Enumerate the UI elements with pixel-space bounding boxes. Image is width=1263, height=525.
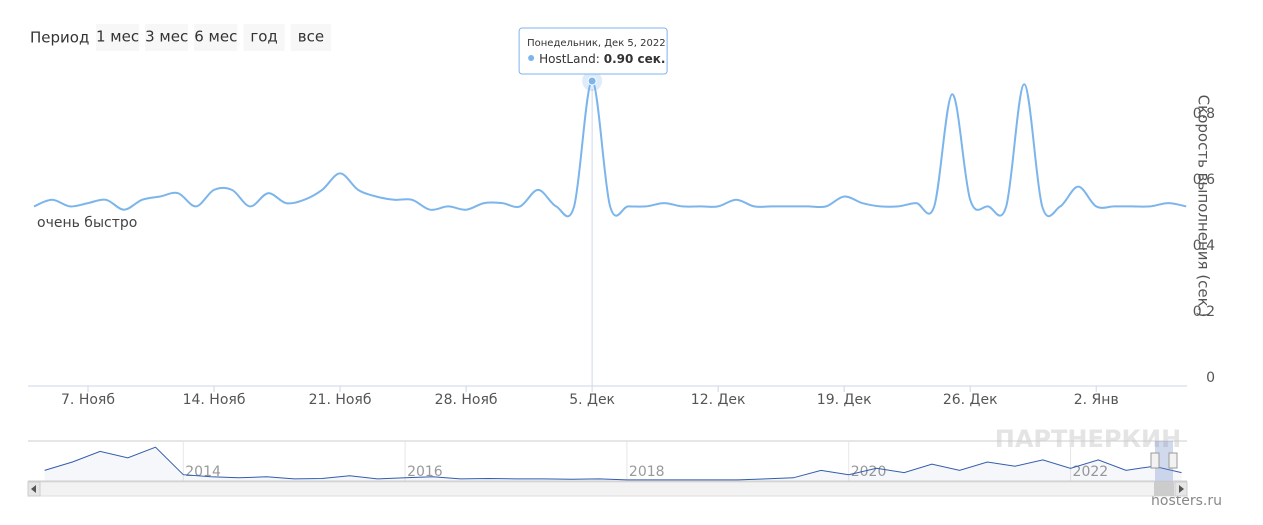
range-button-label: 3 мес — [145, 28, 188, 46]
range-button-bg — [194, 24, 238, 51]
watermark: ПАРТНЕРКИН — [995, 425, 1181, 453]
range-button-label: 1 мес — [96, 28, 139, 46]
y-tick-label: 0.2 — [1193, 304, 1215, 320]
range-button[interactable]: 1 мес — [96, 24, 140, 51]
range-button-label: год — [250, 28, 277, 46]
y-tick-label: 0.4 — [1193, 238, 1215, 254]
plot-band-label: очень быстро — [37, 215, 137, 231]
navigator-tick-label: 2022 — [1073, 464, 1109, 480]
range-button[interactable]: 6 мес — [194, 24, 238, 51]
range-button-bg — [145, 24, 189, 51]
arrow-left — [31, 485, 36, 493]
y-tick-label: 0.6 — [1193, 172, 1215, 188]
series-line — [33, 79, 1187, 218]
range-label: Период — [30, 29, 89, 47]
y-axis-title: Скорость выполнения (сек.) — [1195, 95, 1213, 318]
range-button-label: 6 мес — [194, 28, 237, 46]
range-button-bg — [243, 24, 285, 51]
range-button[interactable]: 3 мес — [145, 24, 189, 51]
x-tick-label: 5. Дек — [569, 392, 615, 408]
range-button-bg — [96, 24, 140, 51]
tooltip-part: HostLand — [539, 52, 596, 66]
x-tick-label: 12. Дек — [691, 392, 746, 408]
arrow-right — [1179, 485, 1184, 493]
x-tick-label: 7. Нояб — [61, 392, 115, 408]
x-tick-label: 14. Нояб — [183, 392, 246, 408]
navigator-tick-label: 2016 — [407, 464, 443, 480]
tooltip-dot — [528, 55, 535, 61]
x-tick-label: 2. Янв — [1074, 392, 1119, 408]
tooltip-part: 0.90 сек. — [604, 52, 666, 66]
credit: hosters.ru — [1151, 493, 1222, 509]
x-tick-label: 21. Нояб — [309, 392, 372, 408]
x-tick-label: 28. Нояб — [435, 392, 498, 408]
hover-marker — [587, 76, 597, 86]
y-tick-label: 0.8 — [1193, 106, 1215, 122]
range-button-label: все — [298, 28, 324, 46]
navigator-area — [44, 447, 1182, 481]
range-button[interactable]: год — [243, 24, 285, 51]
navigator-handle[interactable] — [1168, 452, 1178, 469]
tooltip: Понедельник, Дек 5, 2022 HostLand: 0.90 се… — [518, 27, 668, 75]
x-tick-label: 19. Дек — [817, 392, 872, 408]
range-button[interactable]: все — [290, 24, 332, 51]
tooltip-header: Понедельник, Дек 5, 2022 — [527, 38, 665, 49]
x-tick-label: 26. Дек — [943, 392, 998, 408]
y-tick-label: 0 — [1206, 370, 1215, 386]
navigator-handle[interactable] — [1150, 452, 1160, 469]
tooltip-box — [518, 27, 668, 75]
range-button-bg — [290, 24, 332, 51]
navigator-line — [44, 446, 1182, 481]
tooltip-body: HostLand: 0.90 сек. — [539, 52, 665, 66]
navigator-mask[interactable] — [1155, 441, 1173, 482]
scrollbar[interactable] — [27, 481, 1188, 497]
navigator-tick-label: 2018 — [629, 464, 665, 480]
scroll-thumb[interactable] — [1154, 482, 1174, 496]
tooltip-part: : — [596, 52, 600, 66]
